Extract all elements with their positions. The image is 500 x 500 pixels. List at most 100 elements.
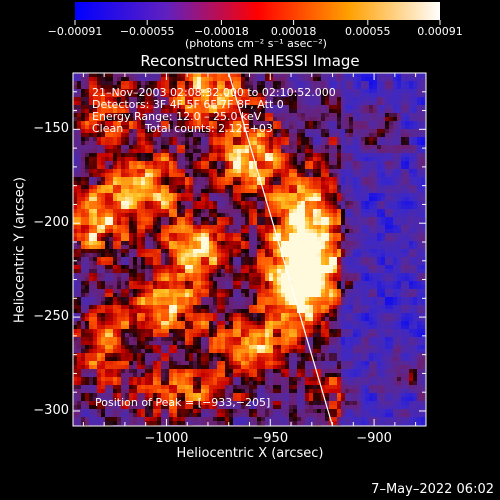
heatmap-cell xyxy=(389,253,394,258)
heatmap-cell xyxy=(417,133,422,138)
heatmap-cell xyxy=(293,197,298,202)
heatmap-cell xyxy=(249,125,254,130)
heatmap-cell xyxy=(121,85,126,90)
heatmap-cell xyxy=(113,293,118,298)
heatmap-cell xyxy=(209,129,214,134)
heatmap-cell xyxy=(121,117,126,122)
heatmap-cell xyxy=(237,117,242,122)
heatmap-cell xyxy=(253,105,258,110)
heatmap-cell xyxy=(189,149,194,154)
heatmap-cell xyxy=(197,149,202,154)
heatmap-cell xyxy=(413,205,418,210)
heatmap-cell xyxy=(205,289,210,294)
heatmap-cell xyxy=(365,161,370,166)
heatmap-cell xyxy=(289,93,294,98)
heatmap-cell xyxy=(313,125,318,130)
heatmap-cell xyxy=(405,269,410,274)
heatmap-cell xyxy=(417,245,422,250)
heatmap-cell xyxy=(189,193,194,198)
heatmap-cell xyxy=(289,189,294,194)
heatmap-cell xyxy=(233,133,238,138)
heatmap-cell xyxy=(333,249,338,254)
heatmap-cell xyxy=(389,93,394,98)
heatmap-cell xyxy=(77,177,82,182)
heatmap-cell xyxy=(73,257,78,262)
heatmap-cell xyxy=(237,157,242,162)
heatmap-cell xyxy=(409,249,414,254)
heatmap-cell xyxy=(381,261,386,266)
heatmap-cell xyxy=(165,201,170,206)
heatmap-cell xyxy=(185,129,190,134)
heatmap-cell xyxy=(249,277,254,282)
heatmap-cell xyxy=(409,237,414,242)
heatmap-cell xyxy=(189,185,194,190)
heatmap-cell xyxy=(229,201,234,206)
heatmap-cell xyxy=(137,249,142,254)
heatmap-cell xyxy=(261,213,266,218)
heatmap-cell xyxy=(201,221,206,226)
heatmap-cell xyxy=(193,289,198,294)
heatmap-cell xyxy=(365,169,370,174)
heatmap-cell xyxy=(341,181,346,186)
heatmap-cell xyxy=(305,89,310,94)
heatmap-cell xyxy=(329,97,334,102)
heatmap-cell xyxy=(205,217,210,222)
heatmap-cell xyxy=(261,253,266,258)
heatmap-cell xyxy=(105,273,110,278)
heatmap-cell xyxy=(421,293,426,298)
heatmap-cell xyxy=(153,173,158,178)
heatmap-cell xyxy=(405,125,410,130)
heatmap-cell xyxy=(105,117,110,122)
heatmap-cell xyxy=(225,109,230,114)
heatmap-cell xyxy=(165,237,170,242)
heatmap-cell xyxy=(157,149,162,154)
heatmap-cell xyxy=(185,185,190,190)
heatmap-cell xyxy=(289,209,294,214)
heatmap-cell xyxy=(409,161,414,166)
heatmap-cell xyxy=(345,109,350,114)
heatmap-cell xyxy=(421,149,426,154)
heatmap-cell xyxy=(421,237,426,242)
heatmap-cell xyxy=(381,253,386,258)
heatmap-cell xyxy=(165,257,170,262)
heatmap-cell xyxy=(209,209,214,214)
heatmap-cell xyxy=(409,117,414,122)
heatmap-cell xyxy=(393,105,398,110)
heatmap-cell xyxy=(413,117,418,122)
heatmap-cell xyxy=(209,121,214,126)
heatmap-cell xyxy=(289,229,294,234)
heatmap-cell xyxy=(401,145,406,150)
heatmap-cell xyxy=(413,257,418,262)
heatmap-cell xyxy=(229,193,234,198)
heatmap-cell xyxy=(109,217,114,222)
heatmap-cell xyxy=(97,101,102,106)
heatmap-cell xyxy=(229,265,234,270)
heatmap-cell xyxy=(133,77,138,82)
heatmap-cell xyxy=(117,225,122,230)
heatmap-cell xyxy=(105,269,110,274)
heatmap-cell xyxy=(241,205,246,210)
heatmap-cell xyxy=(393,165,398,170)
heatmap-cell xyxy=(405,293,410,298)
heatmap-cell xyxy=(165,157,170,162)
heatmap-cell xyxy=(245,169,250,174)
heatmap-cell xyxy=(85,89,90,94)
heatmap-cell xyxy=(113,273,118,278)
heatmap-cell xyxy=(213,273,218,278)
heatmap-cell xyxy=(153,189,158,194)
heatmap-cell xyxy=(149,285,154,290)
heatmap-cell xyxy=(93,101,98,106)
heatmap-cell xyxy=(201,209,206,214)
heatmap-cell xyxy=(165,109,170,114)
heatmap-cell xyxy=(321,157,326,162)
heatmap-cell xyxy=(417,157,422,162)
heatmap-cell xyxy=(417,197,422,202)
heatmap-cell xyxy=(121,137,126,142)
heatmap-cell xyxy=(125,133,130,138)
heatmap-cell xyxy=(137,109,142,114)
heatmap-cell xyxy=(201,133,206,138)
heatmap-cell xyxy=(217,93,222,98)
heatmap-cell xyxy=(153,289,158,294)
heatmap-cell xyxy=(325,121,330,126)
heatmap-cell xyxy=(173,269,178,274)
